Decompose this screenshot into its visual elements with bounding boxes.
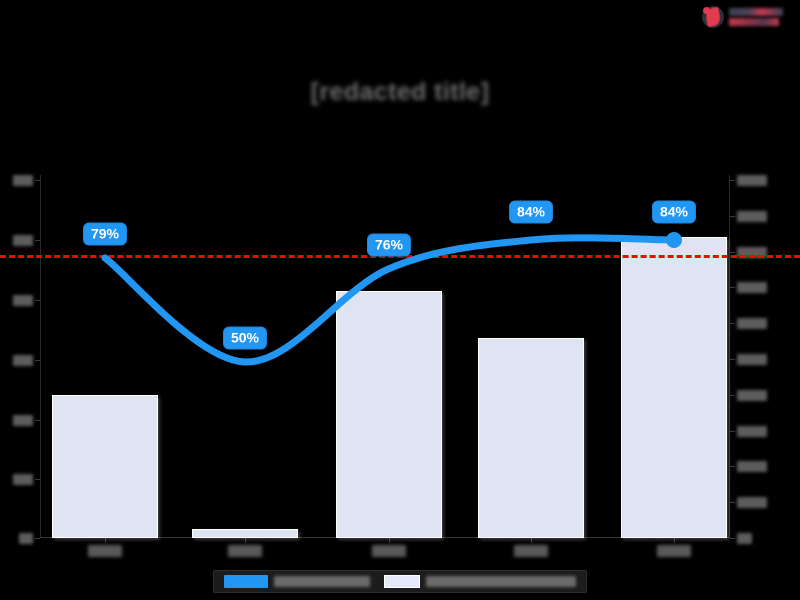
line-swatch-icon bbox=[224, 575, 268, 588]
y-axis-left-tick bbox=[35, 420, 40, 421]
y-axis-right-tick-label bbox=[737, 497, 767, 509]
y-axis-right-tick bbox=[730, 538, 735, 539]
bar[interactable] bbox=[52, 394, 158, 538]
bar[interactable] bbox=[478, 337, 584, 538]
chart-title: [redacted title] bbox=[310, 78, 490, 106]
bar[interactable] bbox=[192, 529, 298, 538]
y-axis-left-tick bbox=[35, 538, 40, 539]
logo-wordmark bbox=[729, 8, 783, 26]
data-label: 84% bbox=[508, 200, 554, 224]
y-axis-right-tick bbox=[730, 180, 735, 181]
y-axis-right-tick-label bbox=[737, 318, 767, 330]
y-axis-right-tick bbox=[730, 466, 735, 468]
chart-legend[interactable] bbox=[213, 570, 587, 593]
company-logo bbox=[700, 2, 792, 32]
plot-area bbox=[13, 175, 767, 557]
x-axis-category-label bbox=[88, 545, 122, 557]
y-axis-right bbox=[729, 175, 730, 538]
x-axis-tick bbox=[389, 538, 390, 543]
x-axis-category-label bbox=[372, 545, 406, 557]
legend-label-line bbox=[274, 576, 370, 587]
y-axis-right-tick bbox=[730, 287, 735, 289]
y-axis-left-tick-label bbox=[19, 533, 33, 544]
y-axis-left-tick bbox=[35, 240, 40, 241]
y-axis-right-tick bbox=[730, 394, 735, 396]
y-axis-left-tick-label bbox=[13, 415, 33, 426]
x-axis-tick bbox=[245, 538, 246, 543]
y-axis-right-tick-label bbox=[737, 246, 767, 258]
y-axis-right-tick bbox=[730, 215, 735, 217]
y-axis-right-tick bbox=[730, 323, 735, 325]
x-axis-tick bbox=[674, 538, 675, 543]
y-axis-left-tick bbox=[35, 300, 40, 301]
legend-label-bar bbox=[426, 576, 576, 587]
data-label: 79% bbox=[82, 222, 128, 246]
legend-item-line[interactable] bbox=[224, 575, 370, 588]
y-axis-right-tick bbox=[730, 251, 735, 253]
x-axis-tick bbox=[105, 538, 106, 543]
y-axis-left-tick-label bbox=[13, 295, 33, 306]
y-axis-left-tick bbox=[35, 180, 40, 181]
x-axis-category-label bbox=[657, 545, 691, 557]
x-axis-category-label bbox=[228, 545, 262, 557]
y-axis-right-tick-label bbox=[737, 461, 767, 473]
x-axis-tick bbox=[531, 538, 532, 543]
x-axis-category-label bbox=[514, 545, 548, 557]
y-axis-right-tick-label bbox=[737, 354, 767, 365]
y-axis-left-tick-label bbox=[13, 355, 33, 366]
y-axis-left-tick bbox=[35, 479, 40, 480]
y-axis-right-tick bbox=[730, 502, 735, 504]
y-axis-right-tick-label bbox=[737, 175, 767, 186]
y-axis-right-tick-label bbox=[737, 282, 767, 294]
data-label: 50% bbox=[222, 326, 268, 350]
bar-swatch-icon bbox=[384, 575, 420, 588]
y-axis-left-tick-label bbox=[13, 235, 33, 246]
bar[interactable] bbox=[336, 290, 442, 538]
y-axis-left-tick bbox=[35, 360, 40, 361]
y-axis-right-tick-label bbox=[737, 389, 767, 401]
y-axis-right-tick-label bbox=[737, 210, 767, 222]
legend-item-bar[interactable] bbox=[384, 575, 576, 588]
y-axis-right-tick bbox=[730, 430, 735, 432]
y-axis-right-tick bbox=[730, 359, 735, 360]
y-axis-right-tick-label bbox=[737, 533, 752, 544]
y-axis-left bbox=[40, 175, 41, 538]
data-label: 76% bbox=[366, 233, 412, 257]
y-axis-left-tick-label bbox=[13, 175, 33, 186]
data-label: 84% bbox=[651, 200, 697, 224]
y-axis-left-tick-label bbox=[13, 474, 33, 485]
logo-mark-icon bbox=[700, 4, 726, 30]
y-axis-right-tick-label bbox=[737, 425, 767, 437]
bar[interactable] bbox=[621, 237, 727, 538]
